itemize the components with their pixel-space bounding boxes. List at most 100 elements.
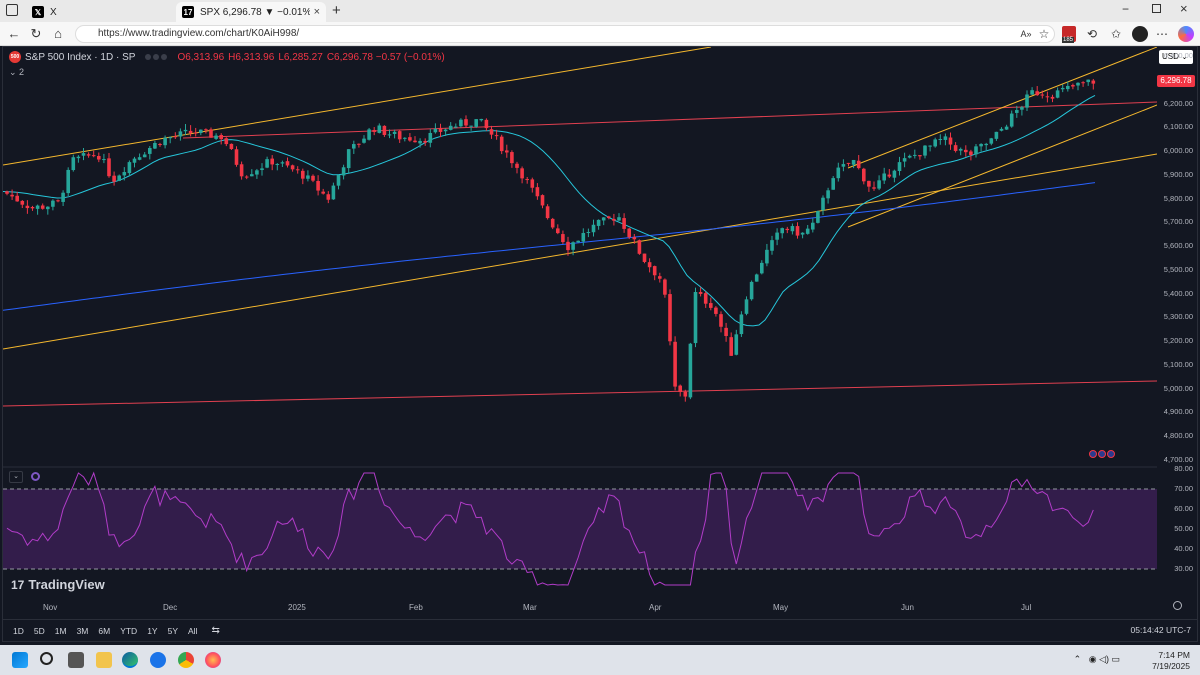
- back-button[interactable]: ←: [7, 26, 21, 41]
- task-view-icon[interactable]: [68, 652, 84, 668]
- timeframe-button[interactable]: All: [188, 625, 198, 636]
- candle-body: [214, 135, 218, 139]
- timeframe-button[interactable]: YTD: [120, 625, 138, 636]
- currency-selector[interactable]: USD ⌄: [1159, 50, 1193, 64]
- candle-body: [862, 168, 866, 182]
- candle-body: [1004, 126, 1009, 130]
- help-icon[interactable]: [150, 652, 166, 668]
- date-range-icon[interactable]: ⇆: [211, 625, 220, 636]
- rsi-settings-icon[interactable]: [31, 472, 40, 481]
- maximize-button[interactable]: [1152, 4, 1161, 13]
- price-plot[interactable]: [3, 47, 1157, 643]
- profile-avatar[interactable]: [1132, 26, 1148, 42]
- close-tab-icon[interactable]: ×: [313, 6, 320, 18]
- candle-body: [387, 134, 392, 136]
- timeframe-button[interactable]: 5D: [33, 625, 45, 636]
- price-tick-label: 5,000.00: [1163, 383, 1193, 393]
- windows-start-icon[interactable]: [12, 652, 28, 668]
- firefox-icon[interactable]: [205, 652, 221, 668]
- candle-body: [316, 181, 320, 191]
- candle-body: [382, 125, 387, 135]
- candle-body: [413, 140, 417, 143]
- candle-body: [1020, 107, 1024, 110]
- system-tray-icons[interactable]: ⌃ ◉ ◁) ▭: [1073, 654, 1120, 664]
- date-tick-label: Apr: [649, 603, 662, 612]
- favorites-icon[interactable]: ✩: [1110, 27, 1122, 41]
- symbol-title[interactable]: S&P 500 Index · 1D · SP: [25, 51, 136, 63]
- candle-body: [821, 197, 825, 211]
- currency-label: USD: [1162, 52, 1179, 61]
- candle-body: [1076, 82, 1080, 86]
- candle-body: [97, 156, 101, 160]
- candle-body: [729, 337, 733, 356]
- candle-body: [775, 232, 779, 240]
- timeframe-button[interactable]: 1M: [54, 625, 67, 636]
- candle-body: [127, 162, 132, 174]
- home-button[interactable]: ⌂: [54, 26, 62, 41]
- timeframe-button[interactable]: 1D: [13, 625, 24, 636]
- tab-tradingview[interactable]: 17 SPX 6,296.78 ▼ −0.01% Unnamed ×: [176, 2, 326, 22]
- timeframe-button[interactable]: 5Y: [167, 625, 178, 636]
- candle-body: [331, 185, 336, 200]
- us-flag-icon: [1089, 450, 1097, 458]
- date-tick-label: May: [773, 603, 789, 612]
- copilot-icon[interactable]: [1178, 26, 1194, 42]
- timeframe-list: 1D 5D 1M 3M 6M YTD 1Y 5Y All: [3, 626, 197, 636]
- edge-browser-icon[interactable]: [122, 652, 138, 668]
- candle-body: [586, 231, 591, 233]
- candle-body: [153, 142, 157, 149]
- indicator-toggle[interactable]: ⌄ 2: [9, 67, 25, 77]
- candle-body: [183, 129, 188, 132]
- flag-icons[interactable]: [1089, 450, 1115, 458]
- close-window-button[interactable]: ×: [1180, 1, 1188, 16]
- channel-upper-line: [847, 47, 1157, 169]
- timeframe-button[interactable]: 6M: [98, 625, 111, 636]
- tradingview-brand[interactable]: 17 TradingView: [11, 577, 105, 592]
- candle-body: [346, 149, 351, 169]
- candle-body: [1050, 96, 1055, 99]
- candle-body: [816, 211, 820, 223]
- sidebar-toggle-icon[interactable]: [6, 4, 18, 16]
- lower-trend-line: [3, 153, 1157, 350]
- new-tab-button[interactable]: +: [332, 2, 341, 19]
- search-icon[interactable]: [40, 652, 53, 665]
- candle-body: [754, 274, 759, 282]
- url-input[interactable]: https://www.tradingview.com/chart/K0AiH9…: [75, 25, 1055, 43]
- candle-body: [688, 343, 693, 398]
- read-aloud-icon[interactable]: A»: [1020, 29, 1032, 39]
- candle-body: [928, 145, 932, 147]
- candle-body: [494, 135, 499, 137]
- extensions-icon[interactable]: ⟲: [1086, 27, 1098, 41]
- candle-body: [244, 176, 249, 178]
- candle-body: [964, 149, 968, 153]
- symbol-legend: 500 S&P 500 Index · 1D · SP O6,313.96 H6…: [9, 51, 445, 63]
- timeframe-button[interactable]: 1Y: [147, 625, 158, 636]
- reload-button[interactable]: ↻: [30, 26, 42, 41]
- rsi-collapse-button[interactable]: ⌄: [9, 471, 23, 483]
- candle-body: [540, 195, 545, 206]
- candle-body: [510, 152, 514, 164]
- tradingview-chart[interactable]: 500 S&P 500 Index · 1D · SP O6,313.96 H6…: [2, 46, 1198, 642]
- candle-body: [285, 161, 290, 166]
- minimize-button[interactable]: −: [1122, 2, 1130, 16]
- candle-body: [999, 128, 1004, 131]
- candle-body: [800, 232, 805, 235]
- timeframe-button[interactable]: 3M: [76, 625, 89, 636]
- candle-body: [40, 205, 45, 209]
- extension-badge[interactable]: 185: [1062, 26, 1076, 43]
- chart-clock[interactable]: 05:14:42 UTC-7: [1130, 625, 1191, 635]
- more-menu-icon[interactable]: ⋯: [1156, 27, 1168, 41]
- candle-body: [989, 138, 994, 144]
- time-axis-settings-icon[interactable]: [1173, 601, 1182, 610]
- candle-body: [515, 163, 519, 168]
- file-explorer-icon[interactable]: [96, 652, 112, 668]
- tab-x[interactable]: 𝕏 X: [26, 2, 174, 22]
- favorite-star-icon[interactable]: ☆: [1038, 27, 1050, 41]
- candle-body: [856, 160, 861, 169]
- price-tick-label: 6,000.00: [1163, 146, 1193, 156]
- candle-body: [275, 164, 280, 166]
- system-clock[interactable]: 7:14 PM 7/19/2025: [1152, 650, 1190, 672]
- price-tick-label: 6,200.00: [1163, 98, 1193, 108]
- candle-body: [622, 218, 626, 229]
- chrome-icon[interactable]: [178, 652, 194, 668]
